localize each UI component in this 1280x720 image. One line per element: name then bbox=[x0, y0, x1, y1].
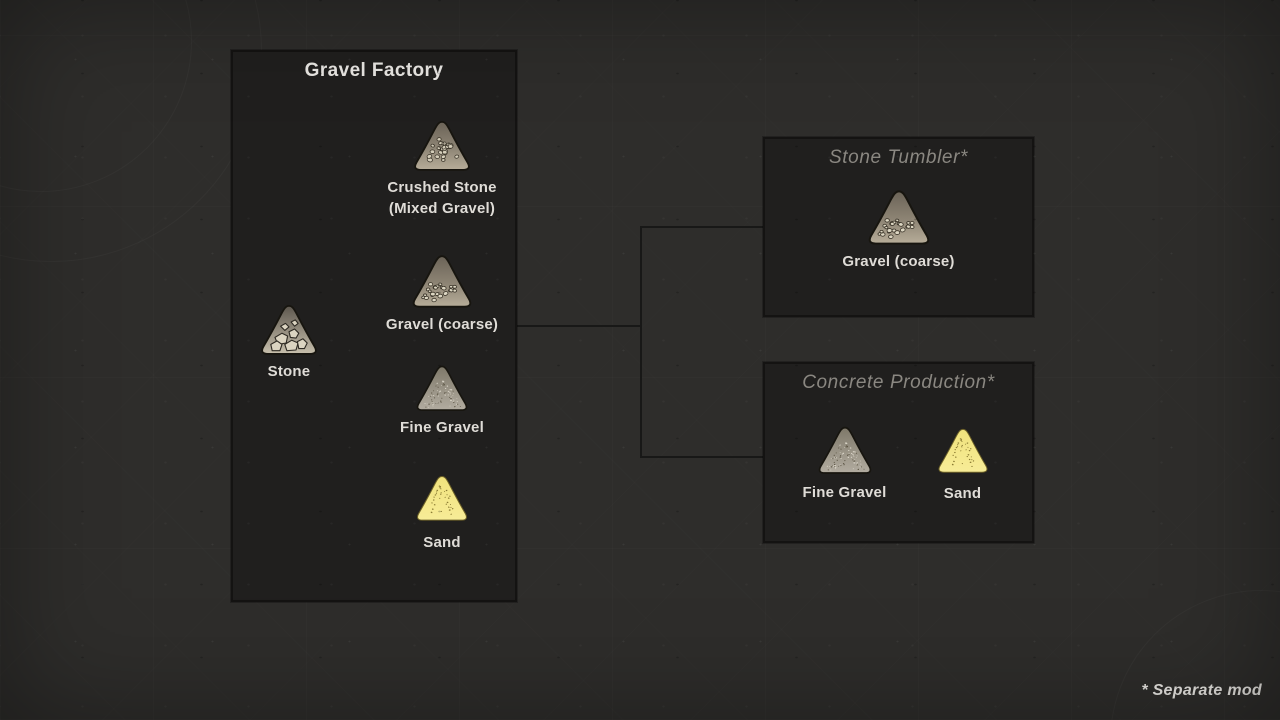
item-stone-input: Stone bbox=[233, 301, 345, 382]
stone-label: Stone bbox=[267, 363, 311, 380]
sand-label: Sand bbox=[423, 534, 461, 551]
item-coarse-gravel-tumbler: Gravel (coarse) bbox=[765, 186, 1032, 272]
item-fine-gravel: Fine Gravel bbox=[357, 362, 527, 438]
coarse-gravel-icon bbox=[860, 186, 938, 247]
crushed-stone-label: Crushed Stone (Mixed Gravel) bbox=[387, 179, 497, 217]
item-sand-concrete: Sand bbox=[905, 425, 1020, 504]
concrete-production-title: Concrete Production* bbox=[802, 372, 995, 393]
item-crushed-stone: Crushed Stone (Mixed Gravel) bbox=[357, 117, 527, 219]
item-fine-gravel-concrete: Fine Gravel bbox=[777, 423, 912, 503]
fine-gravel-label: Fine Gravel bbox=[802, 484, 887, 501]
coarse-gravel-label: Gravel (coarse) bbox=[842, 253, 955, 270]
sand-label: Sand bbox=[943, 485, 982, 502]
background-ornament bbox=[1110, 590, 1280, 720]
concrete-production-panel: Concrete Production* Fine Gravel Sand bbox=[763, 362, 1034, 543]
footnote-separate-mod: * Separate mod bbox=[1141, 682, 1262, 699]
crushed-stone-icon bbox=[406, 117, 478, 173]
sand-icon bbox=[931, 425, 995, 475]
gravel-factory-title: Gravel Factory bbox=[304, 60, 444, 81]
stone-icon bbox=[253, 301, 325, 357]
item-coarse-gravel: Gravel (coarse) bbox=[357, 251, 527, 335]
stone-tumbler-title: Stone Tumbler* bbox=[829, 147, 968, 168]
fine-gravel-label: Fine Gravel bbox=[400, 419, 484, 436]
connector-vertical-junction bbox=[640, 226, 642, 458]
fine-gravel-icon bbox=[409, 362, 475, 413]
coarse-gravel-icon bbox=[404, 251, 480, 310]
sand-icon bbox=[409, 472, 475, 523]
connector-factory-to-junction bbox=[515, 325, 642, 327]
coarse-gravel-label: Gravel (coarse) bbox=[385, 316, 499, 333]
connector-to-concrete-production bbox=[640, 456, 763, 458]
item-sand: Sand bbox=[357, 472, 527, 553]
fine-gravel-icon bbox=[811, 423, 879, 476]
stone-tumbler-panel: Stone Tumbler* Gravel (coarse) bbox=[763, 137, 1034, 317]
connector-to-stone-tumbler bbox=[640, 226, 763, 228]
gravel-factory-panel: Gravel Factory Stone Crushed Stone (Mixe… bbox=[231, 50, 517, 602]
